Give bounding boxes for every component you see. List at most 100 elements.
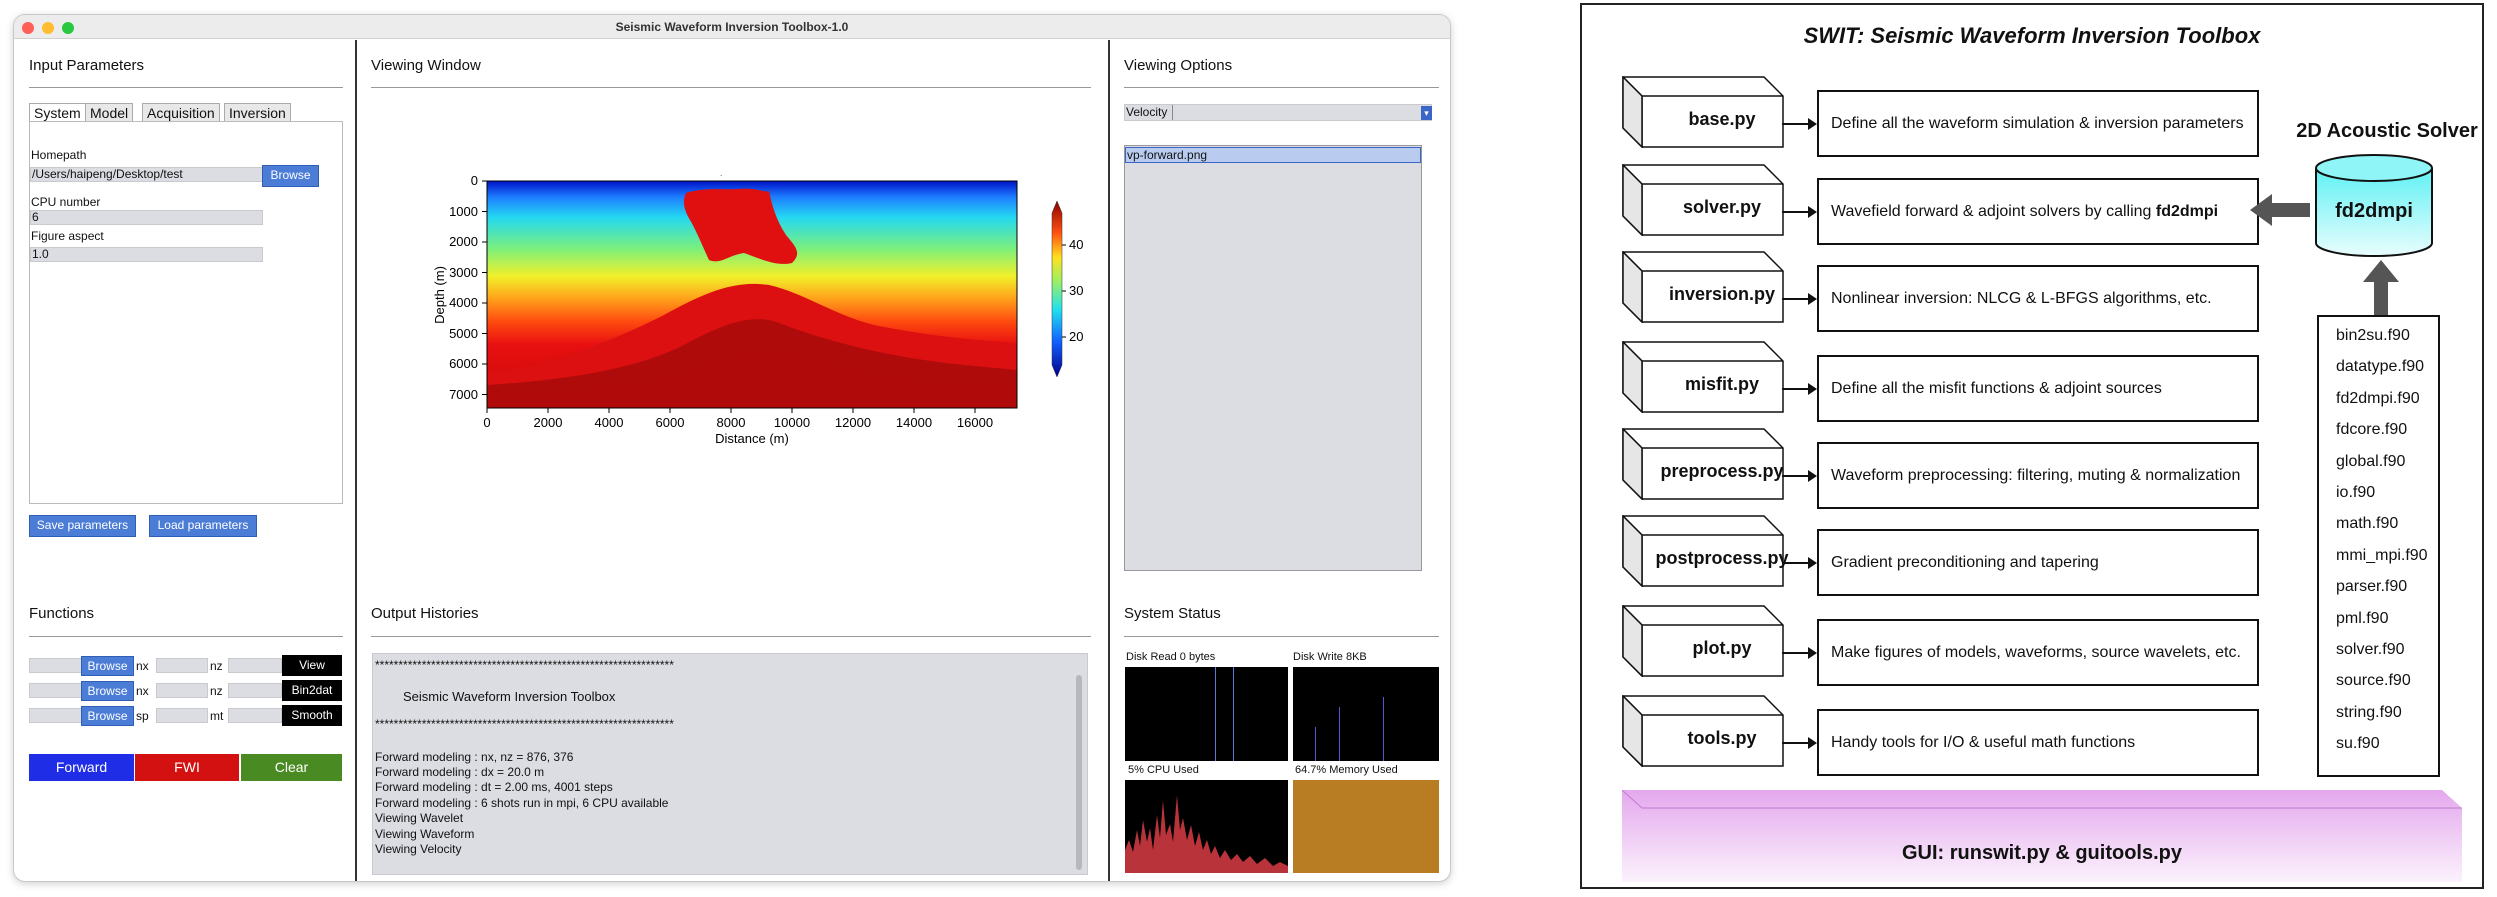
figure-file-item[interactable]: vp-forward.png: [1125, 147, 1421, 163]
divider: [29, 636, 343, 637]
log-line: Forward modeling : nx, nz = 876, 376: [375, 750, 574, 764]
nx-input[interactable]: [156, 658, 208, 673]
nx-input[interactable]: [156, 683, 208, 698]
figure-aspect-input[interactable]: 1.0: [30, 247, 263, 262]
disk-read-label: Disk Read 0 bytes: [1126, 651, 1216, 663]
function-path-input[interactable]: [29, 658, 82, 673]
disk-write-label: Disk Write 8KB: [1293, 651, 1367, 663]
clear-button[interactable]: Clear: [241, 754, 342, 781]
module-description-box: Define all the misfit functions & adjoin…: [1817, 355, 2259, 422]
minimize-window-icon[interactable]: [42, 22, 54, 34]
close-window-icon[interactable]: [22, 22, 34, 34]
module-description-box: Wavefield forward & adjoint solvers by c…: [1817, 178, 2259, 245]
module-description-box: Define all the waveform simulation & inv…: [1817, 90, 2259, 157]
view-button[interactable]: View: [282, 655, 342, 676]
input-parameters-title: Input Parameters: [29, 57, 145, 74]
divider: [1124, 87, 1439, 88]
arrow-right-icon: [1782, 470, 1817, 482]
module-description-box: Waveform preprocessing: filtering, mutin…: [1817, 442, 2259, 509]
fortran-file-item: io.f90: [2336, 484, 2376, 501]
view-type-select[interactable]: Velocity: [1124, 104, 1432, 121]
left-arrow-icon: [2250, 194, 2310, 226]
sp-input[interactable]: [156, 708, 208, 723]
cpu-usage-label: 5% CPU Used: [1128, 764, 1199, 776]
save-parameters-button[interactable]: Save parameters: [29, 515, 136, 537]
module-box: inversion.py: [1622, 251, 1804, 323]
module-description: Define all the waveform simulation & inv…: [1831, 115, 2244, 132]
module-description: Waveform preprocessing: filtering, mutin…: [1831, 467, 2241, 484]
log-line: Viewing Wavelet: [375, 811, 464, 825]
cpu-number-input[interactable]: 6: [30, 210, 263, 225]
plot-frame: [486, 180, 1018, 409]
function-path-input[interactable]: [29, 708, 82, 723]
gui-label: GUI: runswit.py & guitools.py: [1902, 842, 2182, 864]
system-status-title: System Status: [1124, 605, 1221, 622]
cube-icon: [1622, 76, 1784, 148]
smooth-button[interactable]: Smooth: [282, 705, 342, 726]
log-scrollbar[interactable]: [1076, 675, 1082, 870]
x-tick-label: 0: [483, 415, 490, 430]
x-tick-label: 6000: [656, 415, 685, 430]
module-description-bold: fd2dmpi: [2155, 203, 2219, 220]
fwi-button[interactable]: FWI: [135, 754, 239, 781]
select-divider: [1172, 105, 1173, 120]
log-line: Viewing Velocity: [375, 842, 462, 856]
velocity-basement: [487, 352, 1017, 408]
divider: [371, 87, 1091, 88]
x-tick-label: 8000: [717, 415, 746, 430]
module-box: misfit.py: [1622, 341, 1804, 413]
solver-title: 2D Acoustic Solver: [2296, 120, 2478, 142]
module-box: postprocess.py: [1622, 515, 1804, 587]
database-icon: [2315, 154, 2433, 257]
homepath-browse-button[interactable]: Browse: [262, 165, 319, 187]
memory-usage-label: 64.7% Memory Used: [1295, 764, 1398, 776]
fortran-file-item: datatype.f90: [2336, 358, 2425, 376]
y-tick-label: 0: [471, 175, 478, 188]
fortran-file-list: bin2su.f90 datatype.f90 fd2dmpi.f90 fdcore.…: [2317, 315, 2440, 777]
maximize-window-icon[interactable]: [62, 22, 74, 34]
nx-label: nx: [136, 684, 149, 698]
log-line: ****************************************…: [375, 717, 674, 731]
nz-input[interactable]: [228, 683, 282, 698]
tab-acquisition[interactable]: Acquisition: [142, 103, 220, 122]
module-description: Define all the misfit functions & adjoin…: [1831, 380, 2162, 397]
module-box: preprocess.py: [1622, 428, 1804, 500]
cube-icon: [1622, 251, 1784, 323]
nz-input[interactable]: [228, 658, 282, 673]
mt-input[interactable]: [228, 708, 282, 723]
arrow-right-icon: [1782, 737, 1817, 749]
fortran-file-item: bin2su.f90: [2336, 327, 2410, 344]
y-tick-label: 2000: [449, 234, 478, 249]
fortran-file-item: solver.f90: [2336, 641, 2405, 658]
disk-write-meter: [1293, 667, 1439, 761]
y-ticks: [482, 180, 487, 395]
forward-button[interactable]: Forward: [29, 754, 134, 781]
tab-panel: [29, 121, 343, 504]
chevron-down-icon[interactable]: ▾: [1421, 106, 1432, 120]
function-browse-button[interactable]: Browse: [81, 656, 134, 676]
tab-system[interactable]: System: [29, 103, 86, 122]
bin2dat-button[interactable]: Bin2dat: [282, 680, 342, 701]
function-path-input[interactable]: [29, 683, 82, 698]
module-box: base.py: [1622, 76, 1804, 148]
colorbar-tick-label: 3000: [1069, 283, 1084, 298]
y-tick-label: 4000: [449, 295, 478, 310]
divider: [1124, 636, 1439, 637]
module-file-name: tools.py: [1687, 728, 1757, 748]
function-browse-button[interactable]: Browse: [81, 706, 134, 726]
tab-inversion[interactable]: Inversion: [224, 103, 291, 122]
output-histories-title: Output Histories: [371, 605, 479, 622]
tab-model[interactable]: Model: [85, 103, 134, 122]
homepath-input[interactable]: /Users/haipeng/Desktop/test: [30, 167, 263, 182]
function-browse-button[interactable]: Browse: [81, 681, 134, 701]
module-box: solver.py: [1622, 164, 1804, 236]
y-tick-label: 5000: [449, 326, 478, 341]
viewing-window-title: Viewing Window: [371, 57, 481, 74]
log-line: Seismic Waveform Inversion Toolbox: [403, 689, 616, 704]
load-parameters-button[interactable]: Load parameters: [149, 515, 257, 537]
cube-icon: [1622, 428, 1784, 500]
arrow-right-icon: [1782, 647, 1817, 659]
nz-label: nz: [210, 684, 223, 698]
module-file-name: preprocess.py: [1660, 461, 1784, 481]
divider: [29, 87, 343, 88]
